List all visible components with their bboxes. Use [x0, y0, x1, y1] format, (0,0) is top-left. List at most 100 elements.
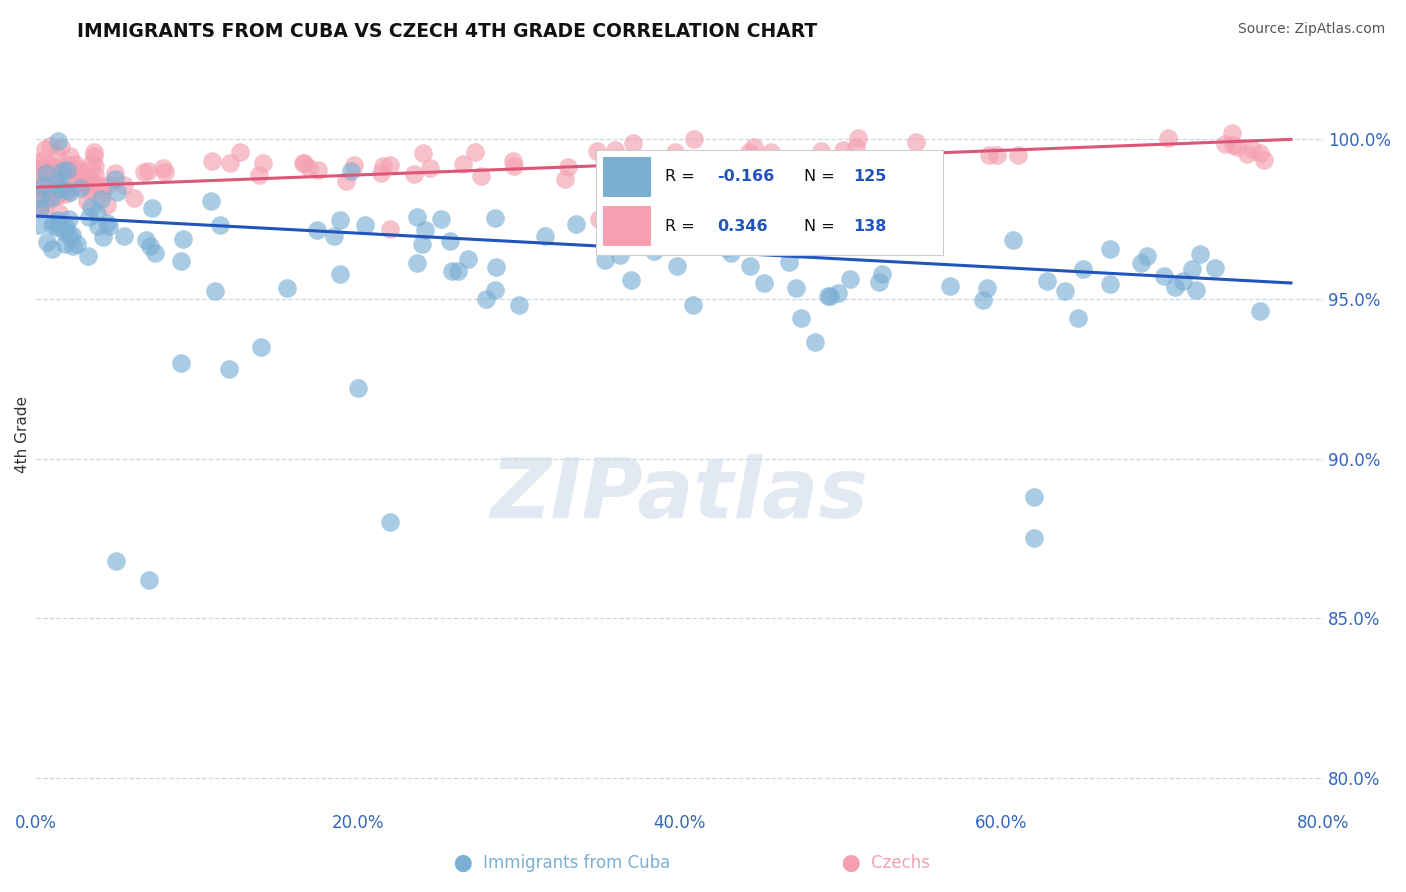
Point	[35, 235, 58, 249]
Point	[86, 205, 108, 219]
Point	[31, 178, 53, 192]
Point	[839, 272, 862, 286]
Point	[34, 165, 56, 179]
Point	[104, 166, 127, 180]
Point	[67, 168, 90, 182]
Point	[67, 167, 90, 181]
Point	[49, 172, 72, 186]
Point	[122, 191, 145, 205]
Point	[170, 356, 193, 370]
Point	[219, 156, 242, 170]
Point	[152, 161, 174, 175]
Point	[66, 236, 89, 251]
Point	[27, 180, 49, 194]
Point	[55, 183, 77, 197]
Point	[91, 185, 114, 199]
Point	[76, 249, 98, 263]
Point	[65, 178, 87, 192]
Point	[45, 161, 67, 175]
Point	[155, 164, 177, 178]
Point	[1022, 490, 1045, 504]
Point	[832, 143, 855, 157]
Point	[335, 174, 357, 188]
Point	[45, 182, 67, 196]
Point	[485, 260, 508, 275]
Point	[53, 237, 76, 252]
Point	[451, 157, 474, 171]
Point	[846, 131, 869, 145]
Point	[83, 145, 105, 159]
Point	[51, 164, 73, 178]
Point	[218, 362, 240, 376]
Point	[49, 163, 72, 178]
Point	[298, 161, 321, 175]
Point	[1071, 261, 1094, 276]
Point	[1136, 249, 1159, 263]
Point	[58, 164, 80, 178]
Point	[1036, 274, 1059, 288]
Point	[1253, 153, 1275, 168]
Point	[1157, 131, 1180, 145]
Point	[1067, 310, 1090, 325]
Point	[41, 218, 63, 232]
Point	[666, 260, 689, 274]
Point	[1185, 283, 1208, 297]
Point	[607, 164, 630, 178]
Point	[79, 211, 101, 225]
Text: ⬤  Czechs: ⬤ Czechs	[842, 855, 929, 872]
Point	[1129, 256, 1152, 270]
Point	[484, 211, 506, 225]
Point	[354, 218, 377, 232]
Point	[97, 178, 120, 192]
Point	[60, 164, 83, 178]
Point	[46, 175, 69, 189]
Text: ⬤  Immigrants from Cuba: ⬤ Immigrants from Cuba	[454, 855, 671, 872]
Point	[620, 273, 643, 287]
Point	[107, 185, 129, 199]
Point	[35, 171, 58, 186]
Point	[105, 554, 128, 568]
Point	[1188, 246, 1211, 260]
Point	[46, 187, 69, 202]
Point	[817, 289, 839, 303]
Point	[27, 156, 49, 170]
Point	[972, 293, 994, 308]
Point	[740, 259, 762, 273]
Point	[502, 154, 524, 169]
Point	[1164, 280, 1187, 294]
Text: ZIPatlas: ZIPatlas	[491, 454, 869, 535]
Point	[484, 283, 506, 297]
Point	[1222, 138, 1244, 153]
Point	[776, 167, 799, 181]
Point	[785, 281, 807, 295]
Point	[32, 163, 55, 178]
Point	[411, 236, 433, 251]
Point	[91, 230, 114, 244]
Point	[986, 147, 1008, 161]
Point	[804, 335, 827, 350]
Point	[48, 182, 70, 196]
Point	[820, 289, 842, 303]
Point	[626, 154, 648, 169]
Point	[31, 161, 53, 176]
Point	[112, 229, 135, 244]
Point	[554, 171, 576, 186]
Point	[1054, 285, 1077, 299]
Point	[733, 225, 755, 239]
Point	[977, 147, 1000, 161]
Point	[73, 169, 96, 184]
Point	[292, 156, 315, 170]
Point	[96, 216, 118, 230]
Point	[419, 161, 441, 175]
Point	[76, 178, 98, 192]
Point	[1007, 147, 1029, 161]
Point	[1153, 268, 1175, 283]
Point	[34, 199, 56, 213]
Point	[169, 253, 191, 268]
Point	[76, 194, 98, 209]
Point	[1249, 145, 1271, 160]
Point	[720, 246, 742, 260]
Point	[31, 181, 53, 195]
Point	[45, 190, 67, 204]
Point	[405, 211, 427, 225]
